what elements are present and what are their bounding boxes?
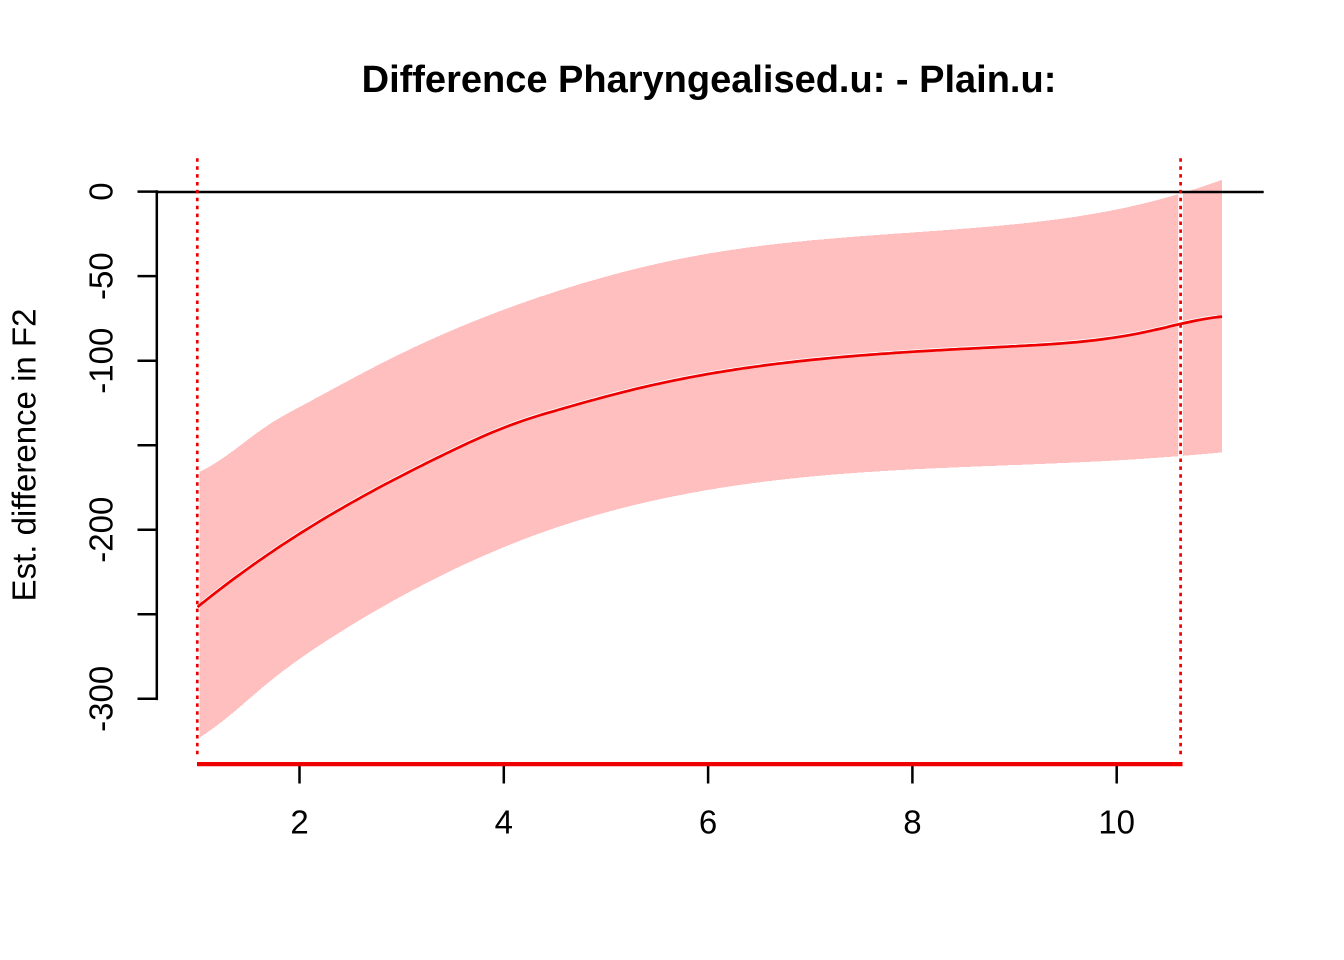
svg-text:6: 6	[699, 804, 717, 841]
svg-text:Difference Pharyngealised.u: -: Difference Pharyngealised.u: - Plain.u:	[362, 59, 1057, 101]
svg-text:Est. difference in F2: Est. difference in F2	[5, 309, 42, 602]
svg-text:-200: -200	[83, 497, 120, 563]
svg-text:-300: -300	[83, 666, 120, 732]
svg-text:2: 2	[290, 804, 308, 841]
svg-text:10: 10	[1098, 804, 1135, 841]
svg-text:8: 8	[903, 804, 921, 841]
svg-text:-50: -50	[83, 252, 120, 300]
svg-text:4: 4	[495, 804, 513, 841]
svg-text:0: 0	[83, 182, 120, 200]
svg-text:-100: -100	[83, 328, 120, 394]
